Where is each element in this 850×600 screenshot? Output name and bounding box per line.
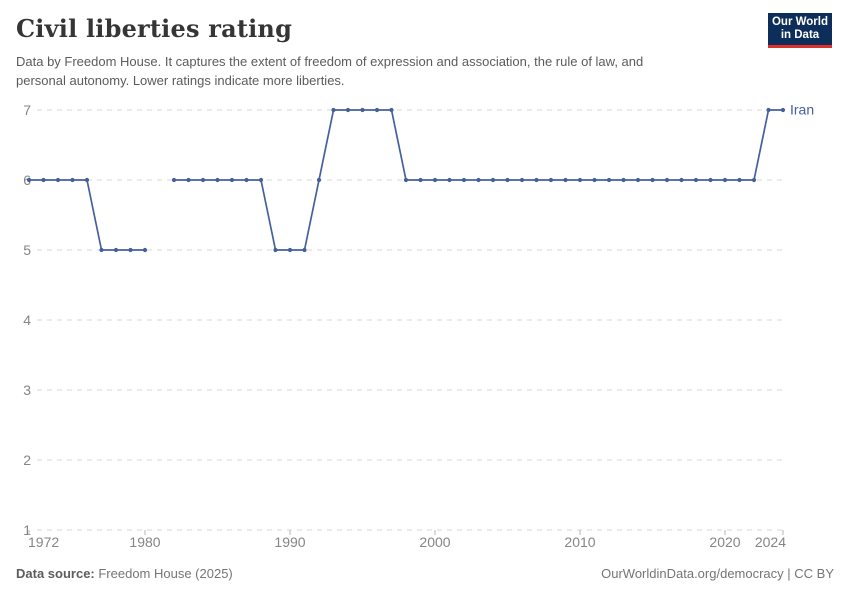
data-point-iran-2007[interactable] — [534, 177, 539, 183]
x-tick-label-2010: 2010 — [564, 534, 595, 550]
data-point-iran-2017[interactable] — [679, 177, 684, 183]
owid-logo[interactable]: Our World in Data — [768, 13, 832, 48]
data-point-iran-2008[interactable] — [548, 177, 554, 183]
data-point-iran-2002[interactable] — [461, 177, 467, 183]
data-point-iran-1994[interactable] — [345, 107, 351, 113]
data-point-iran-1996[interactable] — [374, 107, 380, 113]
data-point-iran-2006[interactable] — [519, 177, 525, 183]
data-point-iran-2011[interactable] — [592, 177, 597, 183]
data-point-iran-2012[interactable] — [606, 177, 612, 183]
y-tick-label-1: 1 — [23, 522, 31, 538]
chart-subtitle: Data by Freedom House. It captures the e… — [16, 52, 834, 90]
data-point-iran-1999[interactable] — [418, 177, 423, 183]
data-point-iran-1982[interactable] — [171, 177, 177, 183]
data-point-iran-1990[interactable] — [287, 247, 293, 253]
owid-logo-line1: Our World — [771, 15, 828, 28]
data-point-iran-2023[interactable] — [766, 107, 771, 113]
data-point-iran-1972[interactable] — [26, 177, 32, 183]
data-point-iran-2001[interactable] — [447, 177, 452, 183]
data-point-iran-1976[interactable] — [84, 177, 90, 183]
data-point-iran-1984[interactable] — [200, 177, 206, 183]
data-point-iran-1973[interactable] — [41, 177, 46, 183]
chart-footer: Data source: Freedom House (2025) OurWor… — [16, 566, 834, 581]
data-point-iran-1995[interactable] — [360, 107, 365, 113]
data-point-iran-2003[interactable] — [476, 177, 481, 183]
data-point-iran-2021[interactable] — [737, 177, 742, 183]
x-tick-label-2020: 2020 — [709, 534, 740, 550]
chart-subtitle-line1: Data by Freedom House. It captures the e… — [16, 54, 644, 69]
data-point-iran-1979[interactable] — [128, 247, 133, 253]
y-tick-label-4: 4 — [23, 312, 31, 328]
data-point-iran-2004[interactable] — [490, 177, 496, 183]
data-point-iran-1989[interactable] — [273, 247, 278, 253]
data-point-iran-2022[interactable] — [751, 177, 757, 183]
data-point-iran-2000[interactable] — [432, 177, 438, 183]
footer-link[interactable]: OurWorldinData.org/democracy | CC BY — [601, 566, 834, 581]
data-point-iran-1980[interactable] — [142, 247, 148, 253]
chart-header: Civil liberties rating Data by Freedom H… — [16, 14, 834, 90]
data-point-iran-2019[interactable] — [708, 177, 713, 183]
data-point-iran-2015[interactable] — [650, 177, 655, 183]
owid-logo-line2: in Data — [780, 29, 820, 41]
data-source-value: Freedom House (2025) — [94, 566, 233, 581]
data-point-iran-1985[interactable] — [215, 177, 220, 183]
data-point-iran-2014[interactable] — [635, 177, 641, 183]
data-point-iran-1978[interactable] — [113, 247, 119, 253]
chart-subtitle-line2: personal autonomy. Lower ratings indicat… — [16, 73, 345, 88]
data-point-iran-2024[interactable] — [780, 107, 786, 113]
data-point-iran-1987[interactable] — [244, 177, 249, 183]
x-tick-label-2000: 2000 — [419, 534, 450, 550]
data-point-iran-1975[interactable] — [70, 177, 75, 183]
x-tick-label-2024: 2024 — [755, 534, 786, 550]
y-tick-label-3: 3 — [23, 382, 31, 398]
x-tick-label-1990: 1990 — [274, 534, 305, 550]
series-label-iran[interactable]: Iran — [790, 102, 814, 118]
data-point-iran-1992[interactable] — [316, 177, 322, 183]
x-tick-label-1972: 1972 — [28, 534, 59, 550]
x-tick-label-1980: 1980 — [129, 534, 160, 550]
data-point-iran-2018[interactable] — [693, 177, 699, 183]
y-tick-label-2: 2 — [23, 452, 31, 468]
y-tick-label-5: 5 — [23, 242, 31, 258]
data-point-iran-2020[interactable] — [722, 177, 728, 183]
data-point-iran-2013[interactable] — [621, 177, 626, 183]
data-point-iran-1991[interactable] — [302, 247, 307, 253]
data-point-iran-1988[interactable] — [258, 177, 264, 183]
data-point-iran-1974[interactable] — [55, 177, 61, 183]
data-point-iran-2005[interactable] — [505, 177, 510, 183]
y-tick-label-7: 7 — [23, 102, 31, 118]
data-point-iran-1977[interactable] — [99, 247, 104, 253]
data-source-label: Data source: — [16, 566, 95, 581]
data-point-iran-1998[interactable] — [403, 177, 409, 183]
data-point-iran-2009[interactable] — [563, 177, 568, 183]
data-point-iran-1983[interactable] — [186, 177, 191, 183]
data-point-iran-1997[interactable] — [389, 107, 394, 113]
chart-title: Civil liberties rating — [16, 14, 293, 43]
data-source: Data source: Freedom House (2025) — [16, 566, 233, 581]
data-point-iran-1986[interactable] — [229, 177, 235, 183]
data-point-iran-2016[interactable] — [664, 177, 670, 183]
data-point-iran-2010[interactable] — [577, 177, 583, 183]
data-point-iran-1993[interactable] — [331, 107, 336, 113]
chart-svg[interactable]: 12345671972198019902000201020202024Iran — [0, 95, 850, 560]
